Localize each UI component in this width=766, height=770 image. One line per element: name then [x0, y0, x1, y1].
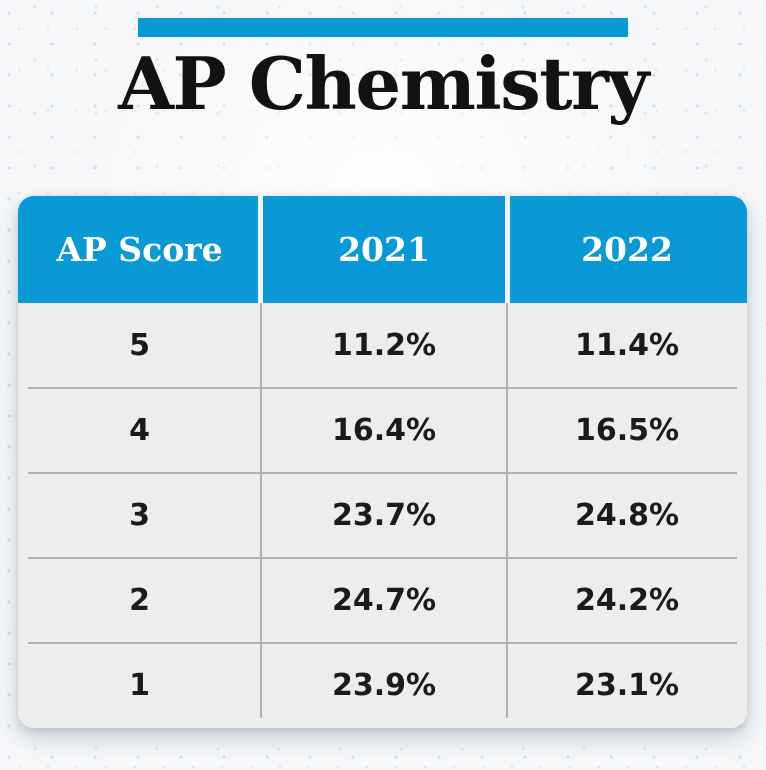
score-cell: 5 — [129, 328, 150, 363]
column-header-2021: 2021 — [338, 230, 430, 269]
page-title: AP Chemistry — [118, 41, 649, 126]
pct-2022-cell: 16.5% — [574, 413, 680, 448]
table-header-row: AP Score 2021 2022 — [18, 196, 747, 303]
score-cell: 3 — [129, 498, 150, 533]
score-cell: 4 — [129, 413, 150, 448]
header-column-divider — [258, 196, 263, 303]
pct-2022-cell: 24.2% — [574, 583, 680, 618]
table-row: 5 11.2% 11.4% — [18, 303, 747, 388]
table-row: 4 16.4% 16.5% — [18, 387, 747, 473]
pct-2021-cell: 23.9% — [331, 668, 437, 703]
pct-2022-cell: 24.8% — [574, 498, 680, 533]
table-row: 3 23.7% 24.8% — [18, 472, 747, 558]
column-header-2022: 2022 — [581, 230, 673, 269]
column-header-ap-score: AP Score — [56, 230, 223, 269]
table-row: 2 24.7% 24.2% — [18, 557, 747, 643]
pct-2021-cell: 11.2% — [331, 328, 437, 363]
pct-2022-cell: 11.4% — [574, 328, 680, 363]
table-row: 1 23.9% 23.1% — [18, 642, 747, 728]
pct-2022-cell: 23.1% — [574, 668, 680, 703]
ap-score-table: AP Score 2021 2022 5 11.2% 11.4% 4 16.4% 16.5… — [18, 196, 747, 728]
pct-2021-cell: 24.7% — [331, 583, 437, 618]
score-cell: 1 — [129, 668, 150, 703]
header-column-divider — [505, 196, 510, 303]
body-column-divider — [506, 303, 508, 718]
pct-2021-cell: 16.4% — [331, 413, 437, 448]
body-column-divider — [260, 303, 262, 718]
table-body: 5 11.2% 11.4% 4 16.4% 16.5% 3 23.7% 24.8% 2 24.7% 2… — [18, 303, 747, 728]
score-cell: 2 — [129, 583, 150, 618]
pct-2021-cell: 23.7% — [331, 498, 437, 533]
title-accent-bar — [138, 18, 628, 37]
